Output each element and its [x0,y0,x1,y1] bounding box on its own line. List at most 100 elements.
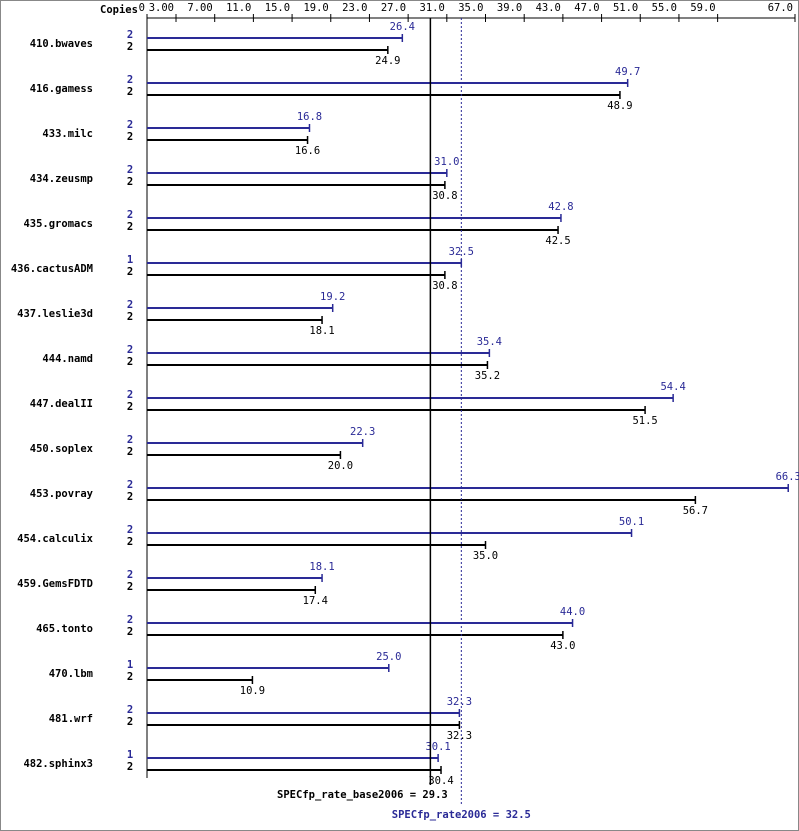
value-label: 49.7 [615,66,640,78]
value-label: 56.7 [683,505,708,517]
category-label: 410.bwaves [30,38,93,50]
value-label: 30.1 [425,741,450,753]
category-label: 433.milc [42,128,93,140]
copies-label: 2 [127,344,133,356]
reference-label: SPECfp_rate_base2006 = 29.3 [277,789,448,801]
category-label: 416.gamess [30,83,93,95]
copies-label: 1 [127,659,133,671]
copies-label: 2 [127,716,133,728]
copies-label: 2 [127,389,133,401]
value-label: 10.9 [240,685,265,697]
axis-title: Copies [100,4,138,16]
value-label: 51.5 [632,415,657,427]
copies-label: 2 [127,401,133,413]
category-label: 447.dealII [30,398,93,410]
copies-label: 2 [127,581,133,593]
value-label: 16.8 [297,111,322,123]
x-tick-label: 27.0 [381,2,406,14]
value-label: 48.9 [607,100,632,112]
value-label: 32.5 [449,246,474,258]
value-label: 35.2 [475,370,500,382]
x-tick-label: 23.0 [342,2,367,14]
x-tick-label: 19.0 [303,2,328,14]
x-tick-label: 67.0 [768,2,793,14]
copies-label: 2 [127,434,133,446]
value-label: 32.3 [447,696,472,708]
category-label: 435.gromacs [23,218,93,230]
value-label: 43.0 [550,640,575,652]
copies-label: 2 [127,266,133,278]
category-label: 459.GemsFDTD [17,578,93,590]
copies-label: 2 [127,479,133,491]
category-label: 453.povray [30,488,94,500]
category-label: 470.lbm [49,668,93,680]
value-label: 42.8 [548,201,573,213]
x-tick-label: 3.00 [149,2,174,14]
copies-label: 2 [127,311,133,323]
x-tick-label: 15.0 [265,2,290,14]
copies-label: 2 [127,41,133,53]
copies-label: 2 [127,626,133,638]
x-tick-label: 31.0 [420,2,445,14]
copies-label: 2 [127,491,133,503]
x-tick-label: 11.0 [226,2,251,14]
x-tick-label: 47.0 [574,2,599,14]
reference-label: SPECfp_rate2006 = 32.5 [392,809,531,821]
value-label: 44.0 [560,606,585,618]
value-label: 20.0 [328,460,353,472]
copies-label: 2 [127,131,133,143]
copies-label: 2 [127,29,133,41]
category-label: 482.sphinx3 [23,758,93,770]
value-label: 30.8 [432,190,457,202]
value-label: 26.4 [390,21,415,33]
x-tick-label: 0 [139,2,145,14]
copies-label: 1 [127,749,133,761]
copies-label: 2 [127,119,133,131]
category-label: 444.namd [42,353,93,365]
copies-label: 2 [127,74,133,86]
value-label: 24.9 [375,55,400,67]
x-tick-label: 55.0 [652,2,677,14]
copies-label: 2 [127,536,133,548]
category-label: 437.leslie3d [17,308,93,320]
copies-label: 2 [127,614,133,626]
copies-label: 2 [127,704,133,716]
value-label: 18.1 [309,325,334,337]
value-label: 42.5 [545,235,570,247]
copies-label: 2 [127,86,133,98]
value-label: 54.4 [660,381,685,393]
copies-label: 2 [127,221,133,233]
category-label: 434.zeusmp [30,173,93,185]
copies-label: 2 [127,446,133,458]
value-label: 25.0 [376,651,401,663]
copies-label: 2 [127,761,133,773]
copies-label: 1 [127,254,133,266]
copies-label: 2 [127,164,133,176]
x-tick-label: 43.0 [536,2,561,14]
value-label: 30.4 [428,775,453,787]
value-label: 35.4 [477,336,502,348]
value-label: 18.1 [309,561,334,573]
copies-label: 2 [127,524,133,536]
value-label: 66.3 [776,471,799,483]
copies-label: 2 [127,299,133,311]
x-tick-label: 51.0 [613,2,638,14]
category-label: 436.cactusADM [11,263,93,275]
value-label: 16.6 [295,145,320,157]
category-label: 481.wrf [49,713,93,725]
copies-label: 2 [127,356,133,368]
value-label: 30.8 [432,280,457,292]
copies-label: 2 [127,569,133,581]
x-tick-label: 59.0 [690,2,715,14]
value-label: 22.3 [350,426,375,438]
value-label: 32.3 [447,730,472,742]
x-tick-label: 35.0 [458,2,483,14]
category-label: 465.tonto [36,623,93,635]
value-label: 19.2 [320,291,345,303]
x-tick-label: 7.00 [187,2,212,14]
value-label: 50.1 [619,516,644,528]
value-label: 35.0 [473,550,498,562]
category-label: 454.calculix [17,533,94,545]
